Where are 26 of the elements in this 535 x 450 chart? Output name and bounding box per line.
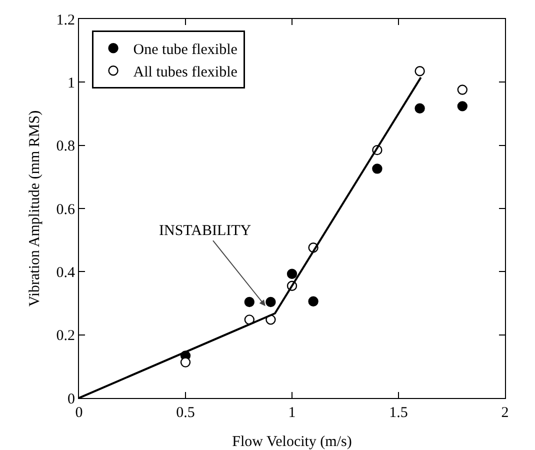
y-tick-label: 1.2 <box>56 12 75 28</box>
x-axis-title: Flow Velocity (m/s) <box>232 434 352 450</box>
legend-label: All tubes flexible <box>133 64 238 80</box>
annotation: INSTABILITY <box>159 223 252 239</box>
y-tick-label: 0.2 <box>56 328 75 344</box>
y-axis-title: Vibration Amplitude (mm RMS) <box>27 110 43 307</box>
x-tick-label: 0.5 <box>176 405 195 421</box>
legend-label: One tube flexible <box>133 42 238 58</box>
point <box>286 268 298 279</box>
point <box>372 164 382 174</box>
point <box>180 357 191 368</box>
point <box>244 296 254 308</box>
y-tick-label: 1 <box>68 75 75 92</box>
x-tick-label: 2 <box>501 405 509 421</box>
point <box>414 66 425 76</box>
y-tick-label: 0.8 <box>56 138 75 155</box>
point <box>457 101 468 112</box>
point <box>266 296 276 308</box>
point <box>308 296 318 306</box>
x-tick-label: 1.5 <box>389 405 408 421</box>
point <box>457 84 468 95</box>
y-tick-label: 0.4 <box>56 264 76 281</box>
y-tick-label: 0 <box>68 391 75 408</box>
y-tick-label: 0.6 <box>56 202 76 218</box>
x-tick-label: 1 <box>288 405 296 421</box>
point <box>414 103 425 114</box>
